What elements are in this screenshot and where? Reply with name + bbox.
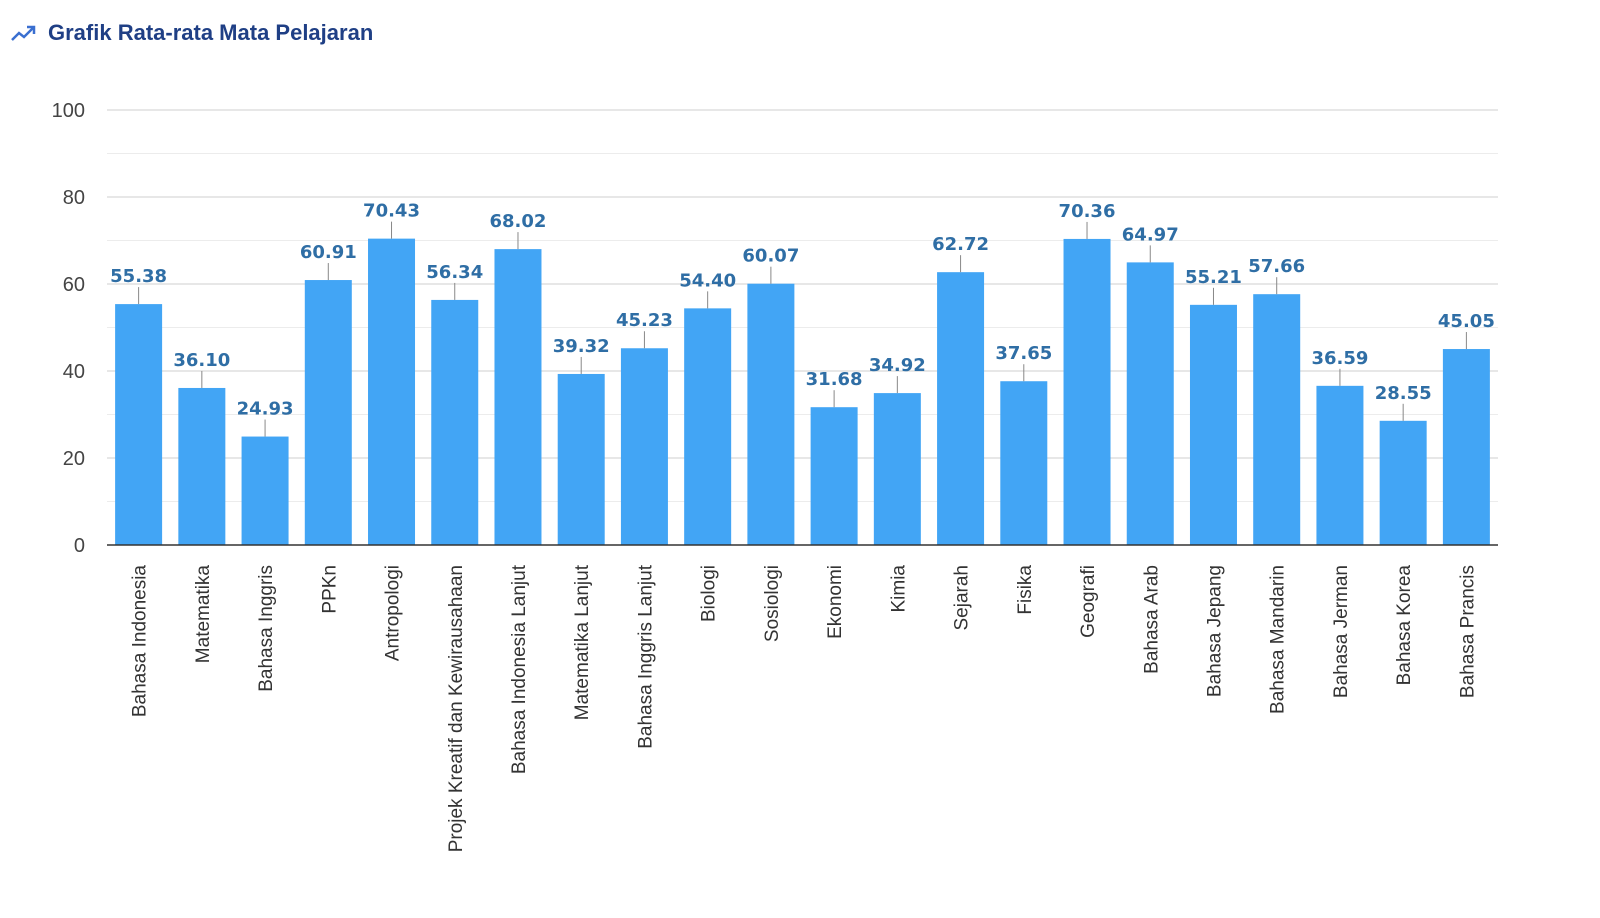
value-label: 34.92 [869,355,926,376]
x-tick-label: Kimia [888,565,909,613]
value-label: 31.68 [806,369,863,390]
value-label: 24.93 [237,399,294,420]
x-axis-labels: Bahasa Indonesia Matematika Bahasa Inggris… [130,564,1479,852]
x-tick-label: Matematika Lanjut [572,564,593,720]
bar [1000,381,1048,545]
bar [1253,294,1301,545]
value-label: 36.59 [1311,348,1368,369]
bar [810,407,858,545]
x-tick-label: Projek Kreatif dan Kewirausahaan [446,565,467,852]
value-label: 62.72 [932,234,989,255]
x-tick-label: Bahasa Indonesia [130,565,151,718]
x-tick-label: Antropologi [383,565,404,661]
bar [557,373,605,545]
value-labels: 55.38 36.10 24.93 60.91 70.43 56.34 68.02 39.32… [110,201,1495,437]
y-axis-ticks: 0 20 40 60 80 100 [52,100,85,557]
x-tick-label: Ekonomi [825,565,846,639]
bar [431,299,479,545]
x-tick-label: Bahasa Mandarin [1268,565,1289,714]
x-tick-label: Geografi [1078,565,1099,638]
bar [937,272,985,545]
chart-header: Grafik Rata-rata Mata Pelajaran [10,20,373,46]
x-tick-label: Bahasa Prancis [1457,565,1478,698]
value-label: 55.21 [1185,267,1242,288]
value-label: 68.02 [490,211,547,232]
bar [1063,238,1111,545]
bar [873,393,921,545]
bar [1442,349,1490,545]
x-tick-label: Bahasa Arab [1141,565,1162,674]
x-tick-label: Bahasa Inggris Lanjut [635,564,656,749]
x-tick-label: Bahasa Jepang [1204,565,1225,697]
y-tick-label: 40 [63,361,85,383]
y-tick-label: 60 [63,274,85,296]
bar [304,280,352,545]
bar [115,304,163,545]
x-tick-label: Biologi [699,565,720,622]
x-tick-label: Bahasa Jerman [1331,565,1352,698]
value-label: 39.32 [553,336,610,357]
value-label: 64.97 [1122,224,1179,245]
value-label: 60.91 [300,242,357,263]
bar [1126,262,1174,545]
bar [178,387,226,545]
value-label: 70.43 [363,201,420,222]
bar [241,436,289,545]
x-tick-label: Matematika [193,565,214,664]
chart-title: Grafik Rata-rata Mata Pelajaran [48,20,374,45]
y-tick-label: 0 [74,535,85,557]
y-tick-label: 20 [63,448,85,470]
y-tick-label: 100 [52,100,85,122]
value-label: 45.05 [1438,311,1495,332]
x-tick-label: Bahasa Korea [1394,565,1415,686]
value-label: 70.36 [1059,201,1116,222]
bar [684,308,732,545]
bar [1379,420,1427,545]
value-label: 28.55 [1375,383,1432,404]
value-label: 60.07 [742,246,799,267]
bar [747,283,795,545]
x-tick-label: Bahasa Inggris [256,565,277,692]
x-tick-label: PPKn [319,565,340,614]
value-label: 56.34 [426,262,483,283]
bars [115,238,1490,545]
bar [1189,304,1237,545]
y-tick-label: 80 [63,187,85,209]
x-tick-label: Bahasa Indonesia Lanjut [509,564,530,774]
x-tick-label: Fisika [1015,565,1036,615]
value-label: 57.66 [1248,256,1305,277]
value-label: 55.38 [110,266,167,287]
x-tick-label: Sosiologi [762,565,783,642]
bar [494,249,542,545]
value-label: 37.65 [995,343,1052,364]
bar [1316,385,1364,545]
value-label: 54.40 [679,270,736,291]
bar [368,238,416,545]
value-label: 45.23 [616,310,673,331]
x-tick-label: Sejarah [952,565,973,631]
bar [620,348,668,545]
value-label: 36.10 [173,350,230,371]
trending-up-icon [11,25,36,41]
